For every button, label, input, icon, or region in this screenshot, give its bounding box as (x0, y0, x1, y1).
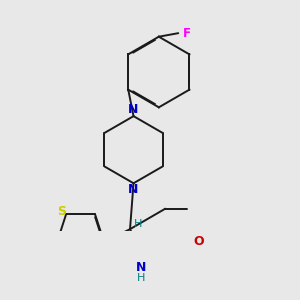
Text: O: O (194, 235, 204, 248)
Text: H: H (134, 219, 142, 229)
Text: N: N (135, 262, 146, 275)
Text: F: F (182, 27, 190, 40)
Text: S: S (57, 205, 66, 218)
Text: N: N (128, 183, 139, 196)
Text: N: N (128, 103, 139, 116)
Text: H: H (136, 273, 145, 283)
